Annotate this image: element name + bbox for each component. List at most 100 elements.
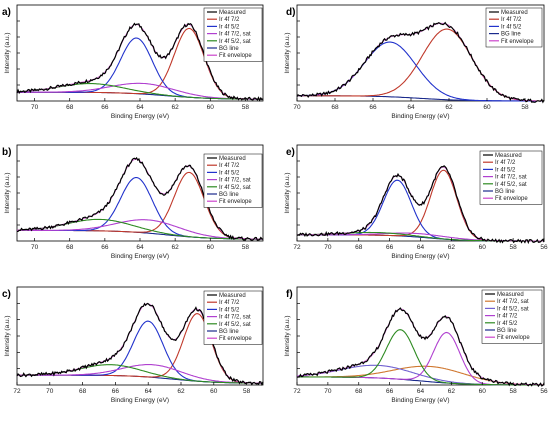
series-ir-4f-7-2-sat (17, 364, 263, 384)
legend-entry: Ir 4f 5/2, sat (497, 306, 529, 312)
x-tick-label: 68 (66, 244, 74, 251)
x-tick-label: 60 (483, 104, 491, 111)
x-tick-label: 66 (101, 104, 109, 111)
x-tick-label: 66 (369, 104, 377, 111)
legend-entry: Ir 4f 7/2, sat (219, 32, 251, 38)
x-axis-label: Binding Energy (eV) (111, 113, 169, 120)
x-tick-label: 62 (172, 244, 180, 251)
panel-label: e) (286, 147, 295, 158)
legend-entry: Fit envelope (501, 39, 534, 45)
x-tick-label: 66 (112, 388, 120, 395)
y-axis-label: Intensity (a.u.) (284, 315, 291, 356)
x-tick-label: 62 (445, 104, 453, 111)
panel-a: 70 68 66 64 62 60 58 Binding Energy (eV) Intensi… (2, 4, 264, 120)
series-measured (16, 22, 264, 102)
x-tick-label: 68 (66, 104, 74, 111)
x-tick-label: 64 (417, 244, 425, 251)
x-axis-label: Binding Energy (eV) (391, 253, 449, 260)
x-tick-label: 70 (31, 244, 39, 251)
legend-entry: Fit envelope (495, 196, 528, 202)
x-axis-label: Binding Energy (eV) (111, 397, 169, 404)
legend-entry: Ir 4f 7/2, sat (219, 315, 251, 321)
panel-label: a) (2, 7, 11, 18)
legend-entry: BG line (495, 189, 515, 195)
legend-entry: Measured (219, 10, 246, 16)
legend-entry: Ir 4f 7/2 (501, 17, 522, 23)
legend-box (203, 290, 263, 345)
legend-entry: BG line (219, 329, 239, 335)
x-tick-label: 70 (324, 244, 332, 251)
x-axis-label: Binding Energy (eV) (391, 397, 449, 404)
legend-entry: Ir 4f 5/2 (497, 321, 518, 327)
legend-entry: Ir 4f 7/2 (219, 17, 240, 23)
y-axis-label: Intensity (a.u.) (4, 315, 11, 356)
legend-entry: Ir 4f 5/2, sat (219, 39, 251, 45)
x-tick-label: 58 (242, 244, 250, 251)
x-tick-label: 64 (136, 104, 144, 111)
x-tick-label: 70 (293, 104, 301, 111)
x-tick-label: 66 (386, 388, 394, 395)
y-axis-label: Intensity (a.u.) (4, 172, 11, 213)
y-axis-label: Intensity (a.u.) (4, 32, 11, 73)
x-tick-label: 60 (207, 244, 215, 251)
legend-entry: Measured (497, 292, 524, 298)
x-tick-label: 58 (242, 104, 250, 111)
legend-entry: Fit envelope (219, 336, 252, 342)
legend-entry: Measured (501, 10, 528, 16)
panel-d: 70 68 66 64 62 60 58 Binding Energy (eV) Intensi… (284, 4, 545, 120)
legend-entry: Ir 4f 7/2, sat (219, 178, 251, 184)
x-tick-label: 72 (293, 244, 301, 251)
panel-e: 72 70 68 66 64 62 60 58 56 Binding Energy (eV) Int… (284, 144, 548, 260)
x-tick-label: 62 (177, 388, 185, 395)
legend-entry: BG line (219, 192, 239, 198)
x-tick-label: 64 (407, 104, 415, 111)
panel-label: b) (2, 147, 11, 158)
y-axis-label: Intensity (a.u.) (284, 172, 291, 213)
x-tick-label: 62 (448, 244, 456, 251)
x-tick-label: 68 (355, 388, 363, 395)
x-tick-label: 66 (101, 244, 109, 251)
legend-entry: Ir 4f 5/2, sat (495, 182, 527, 188)
x-tick-label: 60 (479, 388, 487, 395)
panel-label: f) (286, 289, 293, 300)
x-axis-label: Binding Energy (eV) (111, 253, 169, 260)
panel-label: d) (286, 7, 295, 18)
legend-entry: BG line (501, 32, 521, 38)
legend-entry: BG line (497, 328, 517, 334)
x-tick-label: 62 (448, 388, 456, 395)
x-tick-label: 56 (540, 388, 548, 395)
legend-entry: Ir 4f 5/2 (219, 24, 240, 30)
legend-entry: Ir 4f 5/2 (219, 170, 240, 176)
legend-entry: Ir 4f 7/2, sat (495, 175, 527, 181)
series-measured (296, 21, 545, 104)
series-measured (16, 302, 264, 386)
legend-entry: Ir 4f 7/2 (219, 300, 240, 306)
x-tick-label: 70 (324, 388, 332, 395)
legend-entry: Ir 4f 5/2, sat (219, 185, 251, 191)
series-ir-4f-5-2 (297, 329, 544, 386)
x-tick-label: 72 (13, 388, 21, 395)
x-tick-label: 56 (540, 244, 548, 251)
x-tick-label: 58 (521, 104, 529, 111)
series-measured (296, 307, 545, 388)
legend-entry: Ir 4f 7/2 (495, 160, 516, 166)
x-tick-label: 58 (510, 388, 518, 395)
legend-box (481, 289, 543, 344)
x-tick-label: 60 (479, 244, 487, 251)
legend-box (203, 7, 263, 62)
legend-entry: Ir 4f 5/2 (219, 307, 240, 313)
legend-entry: Measured (219, 293, 246, 299)
legend-entry: Measured (219, 156, 246, 162)
series-measured (16, 156, 264, 242)
series-measured (296, 165, 545, 245)
x-tick-label: 66 (386, 244, 394, 251)
x-tick-label: 58 (510, 244, 518, 251)
legend-box (203, 153, 263, 208)
legend-entry: Measured (495, 153, 522, 159)
panel-b: 70 68 66 64 62 60 58 Binding Energy (eV) Intensi… (2, 144, 264, 260)
